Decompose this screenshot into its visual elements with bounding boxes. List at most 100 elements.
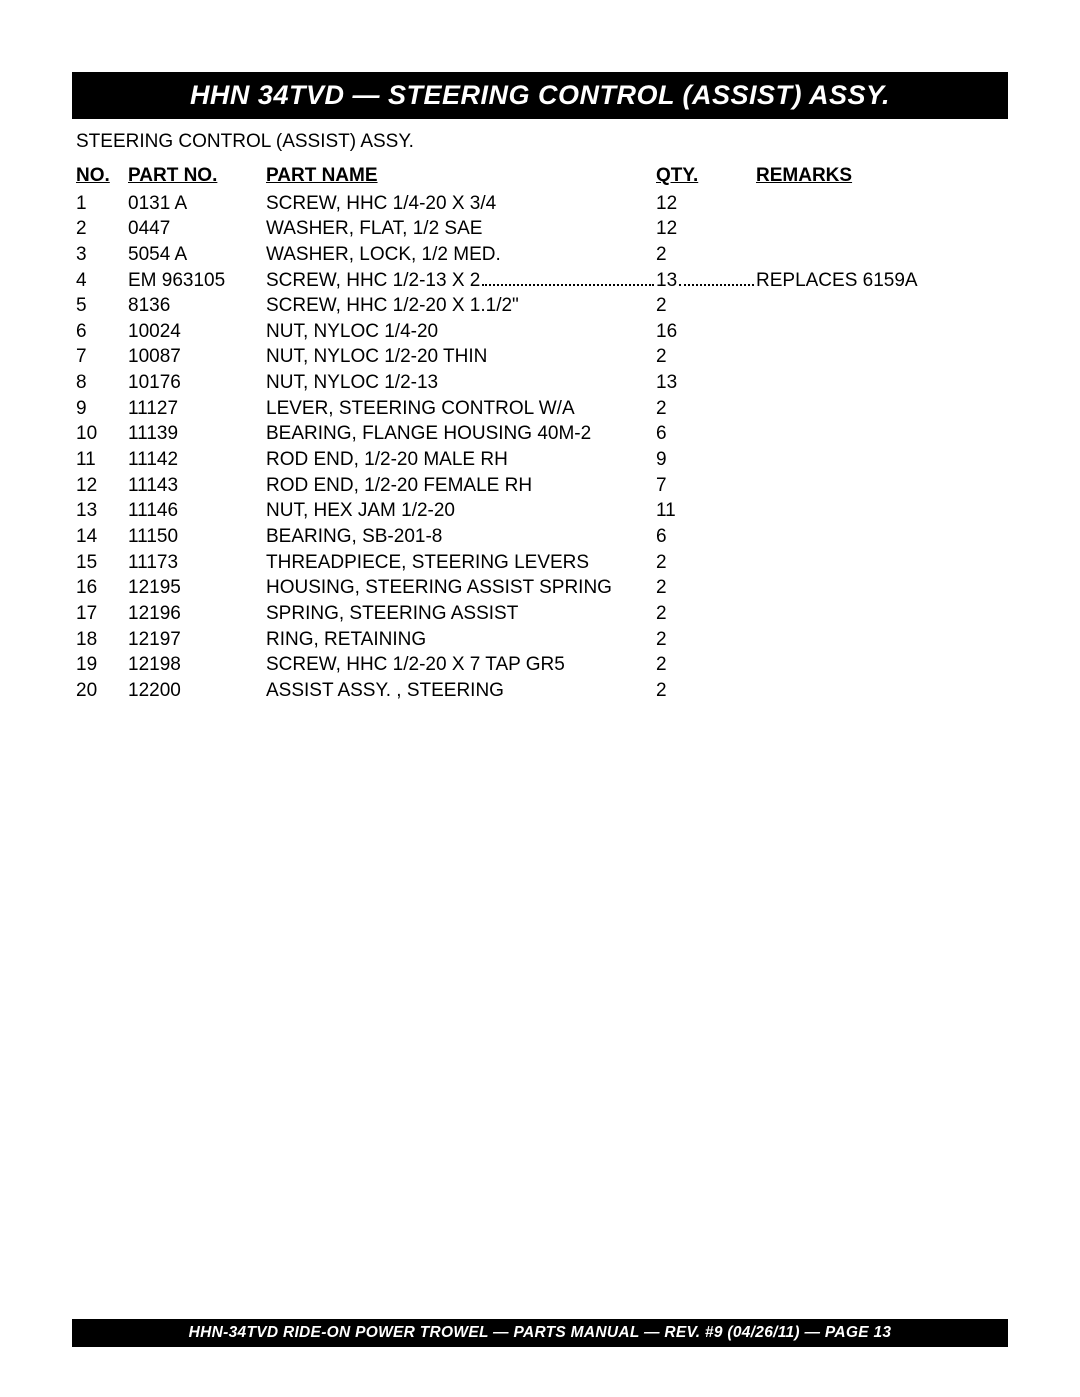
cell-remarks: [756, 550, 1008, 576]
cell-remarks: [756, 652, 1008, 678]
cell-qty: 13: [656, 370, 756, 396]
cell-no: 6: [72, 319, 128, 345]
header-partno: PART NO.: [128, 163, 266, 189]
table-row: 2012200ASSIST ASSY. , STEERING2: [72, 678, 1008, 704]
cell-partno: 10087: [128, 344, 266, 370]
cell-partname: LEVER, STEERING CONTROL W/A: [266, 396, 656, 422]
cell-partname: BEARING, SB-201-8: [266, 524, 656, 550]
cell-partname: RING, RETAINING: [266, 627, 656, 653]
cell-remarks: [756, 344, 1008, 370]
cell-remarks: [756, 601, 1008, 627]
cell-partno: 11142: [128, 447, 266, 473]
cell-qty: 2: [656, 550, 756, 576]
table-row: 20447WASHER, FLAT, 1/2 SAE12: [72, 216, 1008, 242]
cell-qty: 2: [656, 627, 756, 653]
cell-qty: 7: [656, 473, 756, 499]
table-row: 1011139BEARING, FLANGE HOUSING 40M-26: [72, 421, 1008, 447]
table-row: 1812197RING, RETAINING2: [72, 627, 1008, 653]
cell-remarks: [756, 396, 1008, 422]
table-row: 1111142ROD END, 1/2-20 MALE RH9: [72, 447, 1008, 473]
cell-no: 1: [72, 191, 128, 217]
cell-partname: WASHER, FLAT, 1/2 SAE: [266, 216, 656, 242]
table-row: 1612195HOUSING, STEERING ASSIST SPRING2: [72, 575, 1008, 601]
cell-qty: 2: [656, 575, 756, 601]
cell-remarks: [756, 627, 1008, 653]
cell-no: 18: [72, 627, 128, 653]
cell-partno: 12197: [128, 627, 266, 653]
header-row: NO. PART NO. PART NAME QTY. REMARKS: [72, 163, 1008, 189]
cell-qty: 12: [656, 216, 756, 242]
cell-no: 19: [72, 652, 128, 678]
cell-no: 3: [72, 242, 128, 268]
table-row: 1411150BEARING, SB-201-86: [72, 524, 1008, 550]
cell-no: 12: [72, 473, 128, 499]
cell-qty: 13: [656, 268, 756, 294]
cell-qty: 2: [656, 293, 756, 319]
cell-no: 16: [72, 575, 128, 601]
cell-partno: 11173: [128, 550, 266, 576]
cell-qty: 9: [656, 447, 756, 473]
cell-partno: 12196: [128, 601, 266, 627]
cell-remarks: [756, 524, 1008, 550]
header-partname: PART NAME: [266, 163, 656, 189]
header-no: NO.: [72, 163, 128, 189]
cell-remarks: [756, 191, 1008, 217]
dots-fill: [679, 270, 754, 285]
cell-partno: 11146: [128, 498, 266, 524]
cell-partname: ASSIST ASSY. , STEERING: [266, 678, 656, 704]
table-row: 10131 ASCREW, HHC 1/4-20 X 3/412: [72, 191, 1008, 217]
cell-remarks: REPLACES 6159A: [756, 268, 1008, 294]
cell-remarks: [756, 575, 1008, 601]
cell-remarks: [756, 293, 1008, 319]
cell-qty: 16: [656, 319, 756, 345]
footer-bar: HHN-34TVD RIDE-ON POWER TROWEL — PARTS M…: [72, 1319, 1008, 1347]
cell-partname: SPRING, STEERING ASSIST: [266, 601, 656, 627]
cell-no: 5: [72, 293, 128, 319]
cell-partno: 10024: [128, 319, 266, 345]
cell-partno: 11139: [128, 421, 266, 447]
cell-qty: 2: [656, 678, 756, 704]
table-row: 1912198SCREW, HHC 1/2-20 X 7 TAP GR52: [72, 652, 1008, 678]
cell-partname: ROD END, 1/2-20 FEMALE RH: [266, 473, 656, 499]
cell-qty: 2: [656, 396, 756, 422]
cell-qty: 2: [656, 344, 756, 370]
cell-no: 15: [72, 550, 128, 576]
table-row: 911127LEVER, STEERING CONTROL W/A2: [72, 396, 1008, 422]
table-row: 610024NUT, NYLOC 1/4-2016: [72, 319, 1008, 345]
cell-partname: HOUSING, STEERING ASSIST SPRING: [266, 575, 656, 601]
cell-qty: 6: [656, 421, 756, 447]
cell-partno: 8136: [128, 293, 266, 319]
cell-partname: NUT, NYLOC 1/2-13: [266, 370, 656, 396]
table-row: 35054 AWASHER, LOCK, 1/2 MED.2: [72, 242, 1008, 268]
cell-partname: SCREW, HHC 1/2-20 X 7 TAP GR5: [266, 652, 656, 678]
cell-partno: 11150: [128, 524, 266, 550]
cell-no: 14: [72, 524, 128, 550]
cell-partname: SCREW, HHC 1/4-20 X 3/4: [266, 191, 656, 217]
table-row: 810176NUT, NYLOC 1/2-1313: [72, 370, 1008, 396]
cell-no: 4: [72, 268, 128, 294]
header-remarks: REMARKS: [756, 163, 1008, 189]
cell-partname: NUT, HEX JAM 1/2-20: [266, 498, 656, 524]
table-row: 710087NUT, NYLOC 1/2-20 THIN2: [72, 344, 1008, 370]
cell-partno: 12198: [128, 652, 266, 678]
cell-remarks: [756, 473, 1008, 499]
cell-partno: 0447: [128, 216, 266, 242]
cell-remarks: [756, 319, 1008, 345]
cell-remarks: [756, 370, 1008, 396]
cell-partname: WASHER, LOCK, 1/2 MED.: [266, 242, 656, 268]
parts-table: NO. PART NO. PART NAME QTY. REMARKS 1013…: [72, 163, 1008, 703]
cell-qty: 6: [656, 524, 756, 550]
cell-partno: 10176: [128, 370, 266, 396]
cell-partname: NUT, NYLOC 1/2-20 THIN: [266, 344, 656, 370]
title-bar: HHN 34TVD — STEERING CONTROL (ASSIST) AS…: [72, 72, 1008, 119]
table-row: 1311146NUT, HEX JAM 1/2-2011: [72, 498, 1008, 524]
cell-qty: 2: [656, 601, 756, 627]
cell-no: 20: [72, 678, 128, 704]
cell-no: 2: [72, 216, 128, 242]
cell-qty: 12: [656, 191, 756, 217]
cell-no: 10: [72, 421, 128, 447]
table-row: 1712196SPRING, STEERING ASSIST2: [72, 601, 1008, 627]
cell-partno: 5054 A: [128, 242, 266, 268]
qty-text: 13: [656, 268, 677, 294]
cell-remarks: [756, 242, 1008, 268]
